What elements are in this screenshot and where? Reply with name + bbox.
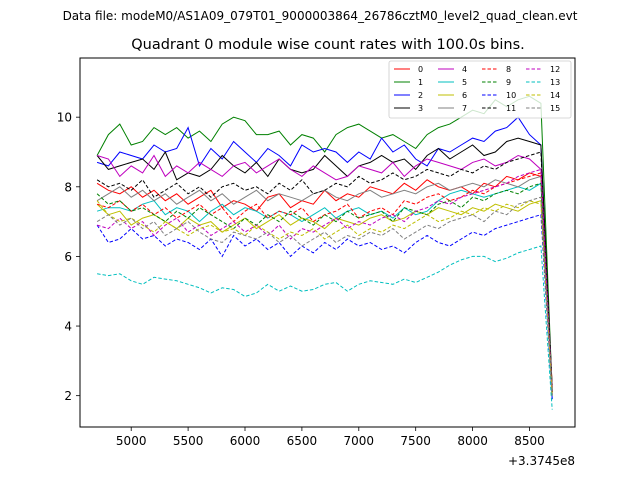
- x-tick-label: 6500: [287, 434, 318, 448]
- plot-frame: [79, 57, 576, 428]
- series-line-5: [96, 182, 553, 400]
- x-tick-label: 5500: [173, 434, 204, 448]
- y-tick-label: 2: [64, 389, 72, 403]
- legend-label-0: 0: [418, 65, 423, 74]
- x-tick-label: 5000: [116, 434, 147, 448]
- y-tick-label: 4: [64, 320, 72, 334]
- x-tick-label: 7000: [344, 434, 375, 448]
- series-line-2: [96, 116, 553, 396]
- data-file-header: Data file: modeM0/AS1A09_079T01_90000038…: [63, 9, 578, 23]
- legend-label-2: 2: [418, 91, 423, 100]
- x-tick-label: 6000: [230, 434, 261, 448]
- y-tick-label: 10: [57, 111, 72, 125]
- x-tick-label: 8500: [514, 434, 545, 448]
- series-line-10: [96, 214, 553, 400]
- series-line-15: [96, 196, 553, 396]
- x-offset-label: +3.3745e8: [508, 454, 575, 468]
- legend-label-10: 10: [506, 91, 516, 100]
- series-layer: [96, 95, 553, 410]
- legend-label-1: 1: [418, 78, 423, 87]
- x-tick-label: 7500: [400, 434, 431, 448]
- legend-label-8: 8: [506, 65, 511, 74]
- y-axis: 2 4 6 8 10: [57, 111, 80, 403]
- legend-label-6: 6: [462, 91, 467, 100]
- chart-title: Quadrant 0 module wise count rates with …: [131, 37, 525, 53]
- legend-label-9: 9: [506, 78, 511, 87]
- series-line-9: [96, 182, 553, 396]
- series-line-14: [96, 200, 553, 396]
- y-tick-label: 6: [64, 250, 72, 264]
- legend-label-12: 12: [550, 65, 560, 74]
- series-line-3: [96, 137, 553, 389]
- legend-box: [388, 60, 572, 119]
- series-line-11: [96, 151, 553, 393]
- legend-label-7: 7: [462, 104, 467, 113]
- legend-label-4: 4: [462, 65, 467, 74]
- x-axis: 5000 5500 6000 6500 7000 7500 8000 8500: [116, 427, 545, 448]
- legend-label-14: 14: [550, 91, 560, 100]
- legend-label-13: 13: [550, 78, 560, 87]
- legend-label-3: 3: [418, 104, 423, 113]
- plot-background: [80, 58, 575, 427]
- y-tick-label: 8: [64, 180, 72, 194]
- legend-label-15: 15: [550, 104, 560, 113]
- x-tick-label: 8000: [457, 434, 488, 448]
- series-line-4: [96, 154, 553, 393]
- legend-label-5: 5: [462, 78, 467, 87]
- plot-area: [79, 57, 576, 428]
- legend-label-11: 11: [506, 104, 516, 113]
- series-line-12: [96, 168, 553, 396]
